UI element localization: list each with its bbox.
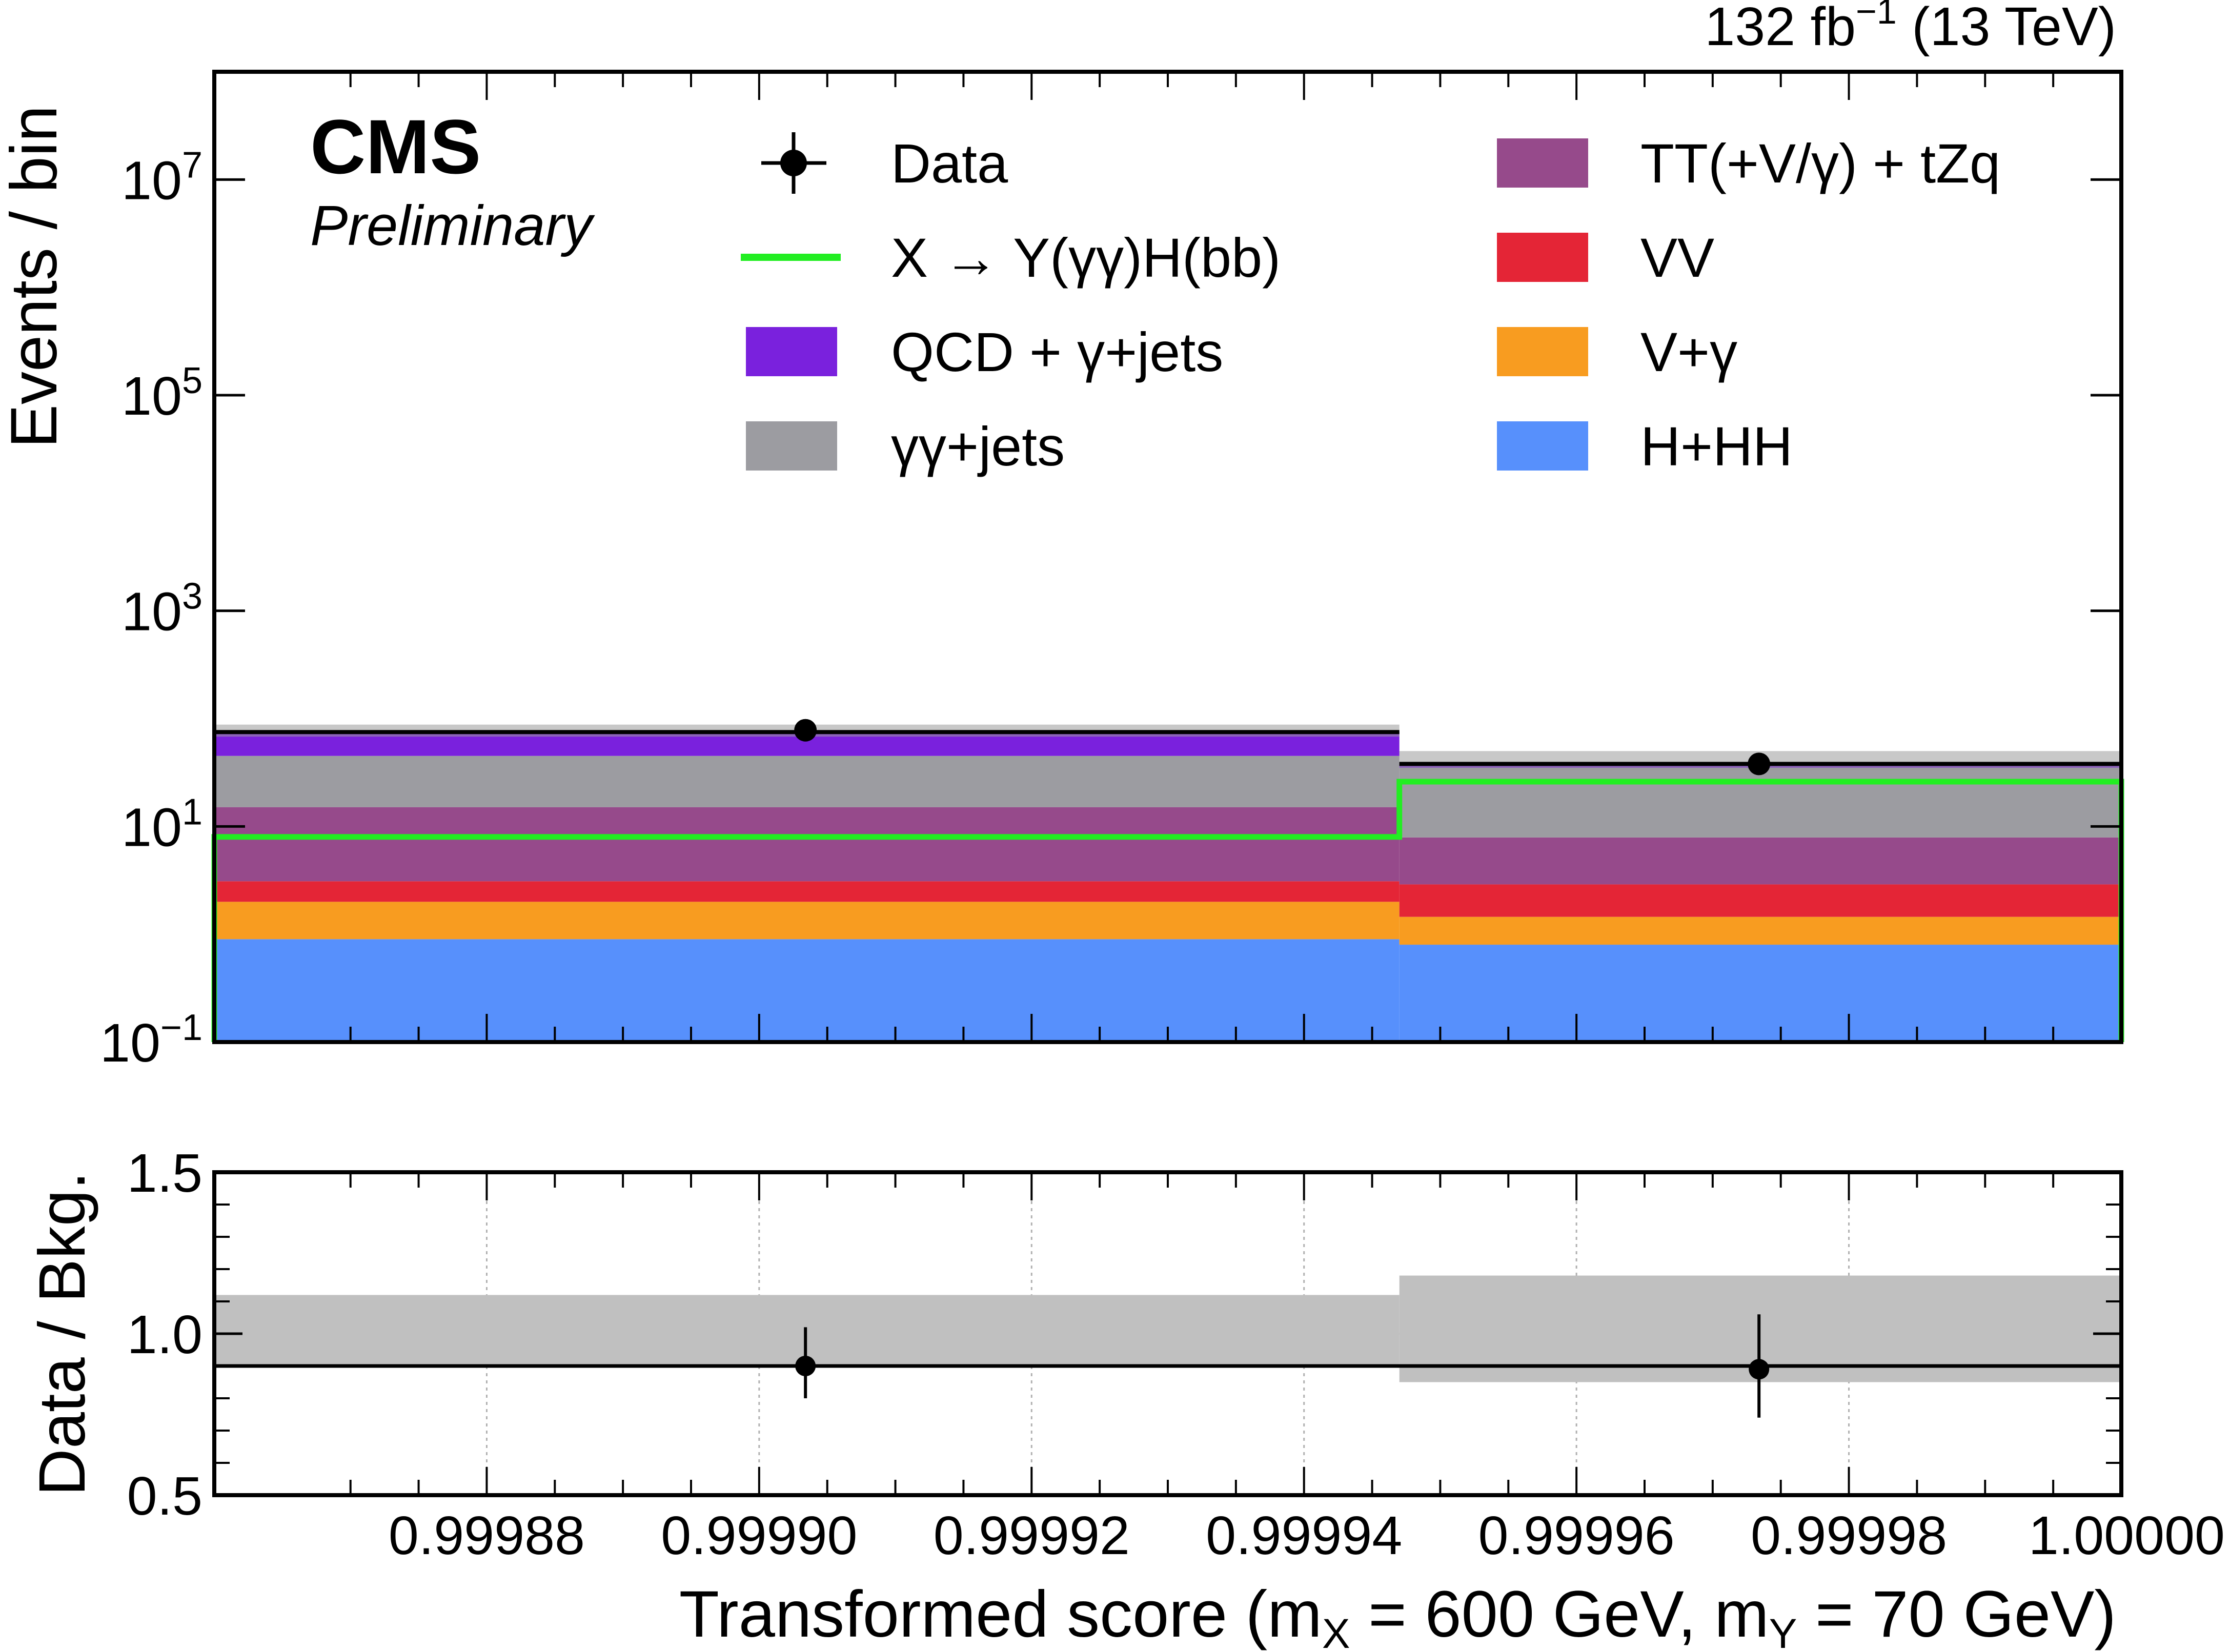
y-tick-base: 10 <box>121 150 182 211</box>
legend-signal-rest: Y(γγ)H(bb) <box>999 227 1281 289</box>
ratio-ytick-label-2: 1.5 <box>127 1143 202 1204</box>
ratio-ytick-label-0: 0.5 <box>127 1466 202 1526</box>
x-tick-label-4: 0.99996 <box>1478 1505 1675 1566</box>
ratio-ylabel: Data / Bkg. <box>26 1171 99 1496</box>
y-tick-exponent: 3 <box>182 576 202 617</box>
x-tick-label-0: 0.99988 <box>389 1505 585 1566</box>
legend-label-signal: X → Y(γγ)H(bb) <box>891 227 1281 289</box>
y-tick-exponent: 1 <box>182 791 202 832</box>
ratio-ticks: 0.5 1.0 1.5 0.99988 0.99990 0.99992 0.99994 0.9… <box>127 1143 2225 1566</box>
ratio-frame <box>212 1170 2123 1497</box>
stack-bar-v--bin0 <box>214 902 1400 940</box>
y-tick-exponent: −1 <box>160 1007 202 1048</box>
legend-label-tt: TT(+V/γ) + tZq <box>1640 132 2000 194</box>
legend-swatch-qcd <box>746 327 837 376</box>
main-ylabel: Events / bin <box>0 106 71 448</box>
y-tick-exponent: 7 <box>182 145 202 186</box>
y-tick-base: 10 <box>100 1013 160 1073</box>
x-tick-label-2: 0.99992 <box>934 1505 1130 1566</box>
stack-bar-vv-bin1 <box>1399 884 2121 917</box>
y-tick-exponent: 5 <box>182 360 202 401</box>
y-tick-base: 10 <box>121 366 182 426</box>
y-tick-label-4: 107 <box>121 145 202 211</box>
stack-bar-h-hh-bin0 <box>214 939 1400 1042</box>
data-point-0 <box>794 719 817 742</box>
legend-signal-x: X <box>891 227 943 289</box>
stack-bar-v--bin1 <box>1399 916 2121 945</box>
lumi-label: 132 fb−1 (13 TeV) <box>1705 0 2116 57</box>
data-points <box>794 719 1771 776</box>
stack-bar--jets-bin0 <box>214 756 1400 807</box>
stack-bar-tt-v-tzq-bin1 <box>1399 837 2121 885</box>
cms-label: CMS <box>310 104 481 190</box>
stack-bar-vv-bin0 <box>214 881 1400 902</box>
y-tick-label-0: 10−1 <box>100 1007 202 1073</box>
legend-signal-arrow: → <box>943 227 999 289</box>
legend-label-vg: V+γ <box>1640 321 1737 383</box>
legend-swatch-vv <box>1497 233 1588 282</box>
data-point-1 <box>1748 752 1771 776</box>
stack-bar-tt-v-tzq-bin0 <box>214 807 1400 882</box>
y-tick-label-3: 105 <box>121 360 202 426</box>
legend-label-vv: VV <box>1640 227 1714 289</box>
x-axis-title: Transformed score (mX = 600 GeV, mY = 70… <box>679 1578 2116 1652</box>
preliminary-label: Preliminary <box>310 194 595 257</box>
ratio-points <box>795 1314 1770 1418</box>
x-tick-label-3: 0.99994 <box>1206 1505 1402 1566</box>
legend-swatch-hhh <box>1497 421 1588 471</box>
x-tick-label-1: 0.99990 <box>661 1505 857 1566</box>
legend-data-marker <box>780 150 807 176</box>
y-tick-base: 10 <box>121 797 182 858</box>
legend-swatch-gg <box>746 421 837 471</box>
y-tick-label-1: 101 <box>121 791 202 858</box>
legend-label-hhh: H+HH <box>1640 415 1793 477</box>
stack-fills <box>214 732 2121 1042</box>
legend-label-data: Data <box>891 132 1008 194</box>
stack-bar--jets-bin1 <box>1399 768 2121 838</box>
main-frame <box>212 70 2123 1044</box>
ratio-point-0 <box>795 1356 816 1376</box>
y-tick-base: 10 <box>121 582 182 642</box>
legend-swatch-tt <box>1497 138 1588 188</box>
legend-label-qcd: QCD + γ+jets <box>891 321 1223 383</box>
x-tick-label-6: 1.00000 <box>2029 1505 2225 1566</box>
x-tick-label-5: 0.99998 <box>1751 1505 1947 1566</box>
ratio-ytick-label-1: 1.0 <box>127 1304 202 1365</box>
legend: Data X → Y(γγ)H(bb) QCD + γ+jets γγ+jets TT(… <box>741 132 2000 477</box>
legend-swatch-vg <box>1497 327 1588 376</box>
ratio-point-1 <box>1749 1359 1770 1380</box>
ratio-panel: 0.5 1.0 1.5 0.99988 0.99990 0.99992 0.99994 0.9… <box>26 1143 2225 1652</box>
stack-bar-h-hh-bin1 <box>1399 945 2121 1042</box>
y-tick-label-2: 103 <box>121 576 202 642</box>
legend-label-gg: γγ+jets <box>891 415 1065 477</box>
